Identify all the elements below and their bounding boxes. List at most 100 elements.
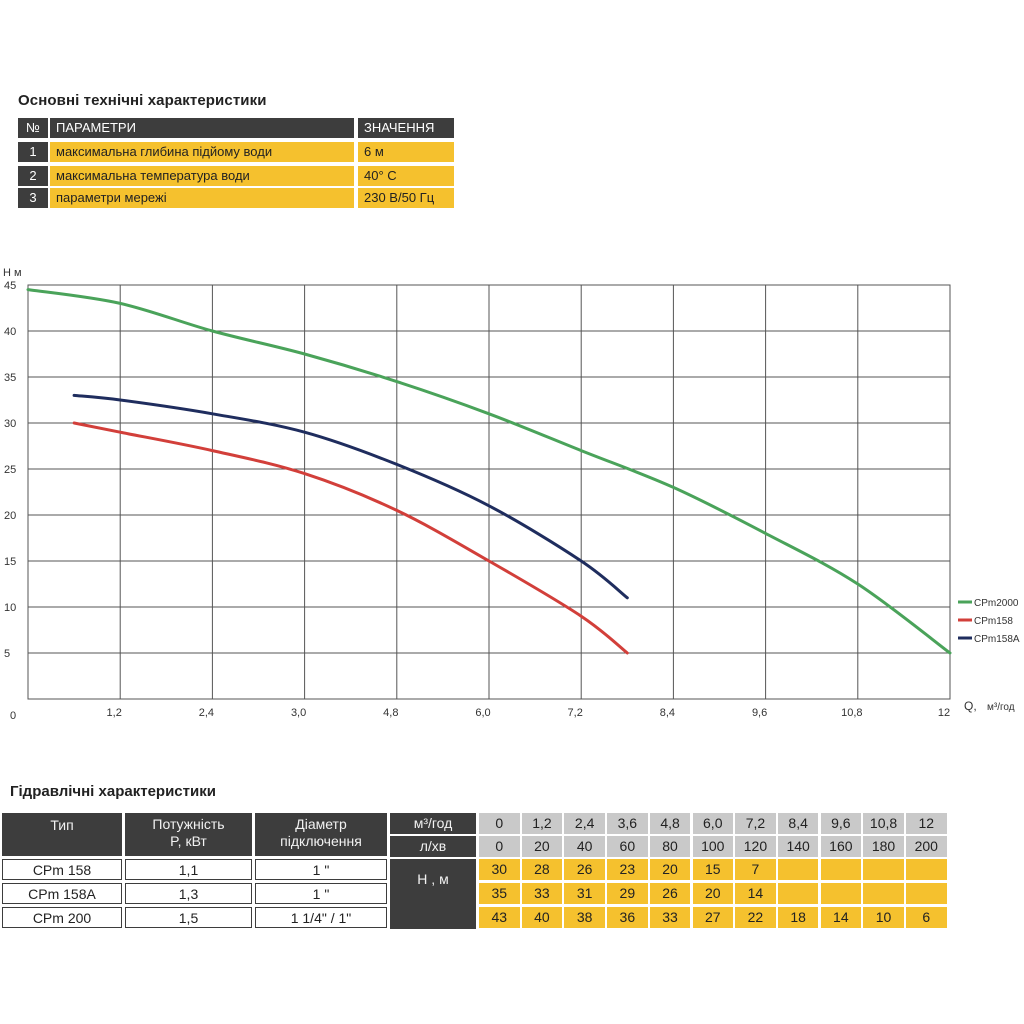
head-value-cell: 29 xyxy=(607,883,648,904)
hyd-unit-head: Н , м xyxy=(390,859,476,929)
x-axis-label: Q, xyxy=(964,699,977,713)
flow-lmin-cell: 160 xyxy=(820,836,862,857)
model-type-cell: CPm 158A xyxy=(2,883,122,904)
head-value-cell: 38 xyxy=(564,907,605,928)
model-diameter-cell: 1 " xyxy=(255,859,387,880)
spec-value: 40° C xyxy=(358,166,454,186)
x-tick-label: 12 xyxy=(938,707,950,719)
spec-table-title: Основні технічні характеристики xyxy=(18,92,267,109)
head-value-cell: 36 xyxy=(607,907,648,928)
chart-legend: CPm2000 CPm158 CPm158A xyxy=(958,598,1020,645)
x-tick-label: 7,2 xyxy=(568,707,583,719)
head-value-cell: 6 xyxy=(906,907,947,928)
flow-lmin-cell: 120 xyxy=(735,836,776,857)
head-value-cell: 14 xyxy=(735,883,776,904)
flow-m3h-cell: 3,6 xyxy=(607,813,648,834)
flow-lmin-cell: 140 xyxy=(777,836,819,857)
head-value-cell: 40 xyxy=(521,907,563,928)
hydraulic-table-title: Гідравлічні характеристики xyxy=(10,783,216,800)
hyd-col-power-line1: Потужність xyxy=(152,816,225,832)
head-value-cell: 20 xyxy=(692,883,733,904)
head-value-cell: 28 xyxy=(521,859,563,880)
head-value-cell: 18 xyxy=(777,907,819,928)
head-value-cell: 22 xyxy=(735,907,776,928)
hyd-unit-lmin: л/хв xyxy=(390,836,476,857)
origin-label: 0 xyxy=(10,710,16,722)
y-tick-label: 10 xyxy=(4,602,16,614)
flow-m3h-cell: 7,2 xyxy=(735,813,776,834)
head-value-cell: 27 xyxy=(692,907,733,928)
flow-m3h-cell: 9,6 xyxy=(820,813,862,834)
hyd-col-power: Потужність P, кВт xyxy=(125,813,252,856)
hyd-unit-m3h: м³/год xyxy=(390,813,476,834)
model-type-cell: CPm 158 xyxy=(2,859,122,880)
y-tick-label: 35 xyxy=(4,372,16,384)
flow-m3h-cell: 2,4 xyxy=(564,813,605,834)
model-type-cell: CPm 200 xyxy=(2,907,122,928)
model-power-cell: 1,3 xyxy=(125,883,252,904)
y-tick-label: 15 xyxy=(4,556,16,568)
x-tick-label: 8,4 xyxy=(660,707,675,719)
head-value-cell: 26 xyxy=(649,883,691,904)
hyd-col-power-line2: P, кВт xyxy=(170,833,207,849)
head-value-cell: 35 xyxy=(479,883,520,904)
spec-value: 6 м xyxy=(358,142,454,162)
head-value-cell: 10 xyxy=(863,907,904,928)
x-tick-label: 10,8 xyxy=(841,707,862,719)
head-value-cell: 7 xyxy=(735,859,776,880)
legend-label: CPm158 xyxy=(974,616,1013,627)
x-tick-label: 1,2 xyxy=(107,707,122,719)
head-value-cell: 43 xyxy=(479,907,520,928)
flow-lmin-cell: 100 xyxy=(692,836,733,857)
chart-grid xyxy=(28,284,950,699)
head-value-cell: 33 xyxy=(649,907,691,928)
x-tick-label: 6,0 xyxy=(475,707,490,719)
x-axis-unit: м³/год xyxy=(987,702,1015,713)
head-value-cell: 30 xyxy=(479,859,520,880)
head-value-cell xyxy=(863,883,904,904)
model-diameter-cell: 1 1/4" / 1" xyxy=(255,907,387,928)
y-tick-label: 25 xyxy=(4,464,16,476)
x-tick-label: 4,8 xyxy=(383,707,398,719)
flow-m3h-cell: 0 xyxy=(479,813,520,834)
x-axis-ticks: 1,2 2,4 3,0 4,8 6,0 7,2 8,4 9,6 10,8 12 xyxy=(107,707,951,719)
flow-m3h-cell: 8,4 xyxy=(777,813,819,834)
flow-lmin-cell: 80 xyxy=(649,836,691,857)
y-tick-label: 20 xyxy=(4,510,16,522)
model-power-cell: 1,1 xyxy=(125,859,252,880)
flow-m3h-cell: 6,0 xyxy=(692,813,733,834)
head-value-cell xyxy=(820,883,862,904)
head-value-cell: 26 xyxy=(564,859,605,880)
plot-frame xyxy=(27,284,951,700)
hyd-col-diam-line2: підключення xyxy=(280,833,362,849)
x-tick-label: 9,6 xyxy=(752,707,767,719)
spec-num: 1 xyxy=(18,142,48,162)
y-tick-label: 30 xyxy=(4,418,16,430)
head-value-cell: 23 xyxy=(607,859,648,880)
head-value-cell xyxy=(777,883,819,904)
spec-param: максимальна глибина підйому води xyxy=(50,142,354,162)
legend-label: CPm158A xyxy=(974,634,1020,645)
flow-m3h-cell: 10,8 xyxy=(863,813,904,834)
spec-header-param: ПАРАМЕТРИ xyxy=(50,118,354,138)
spec-param: параметри мережі xyxy=(50,188,354,208)
model-diameter-cell: 1 " xyxy=(255,883,387,904)
spec-param: максимальна температура води xyxy=(50,166,354,186)
flow-lmin-cell: 0 xyxy=(479,836,520,857)
spec-header-num: № xyxy=(18,118,48,138)
head-value-cell: 15 xyxy=(692,859,733,880)
head-value-cell: 20 xyxy=(649,859,691,880)
spec-header-value: ЗНАЧЕННЯ xyxy=(358,118,454,138)
x-tick-label: 2,4 xyxy=(199,707,214,719)
y-axis-ticks: 45 40 35 30 25 20 15 10 5 xyxy=(4,280,16,660)
head-value-cell: 31 xyxy=(564,883,605,904)
chart-series xyxy=(26,288,952,655)
spec-num: 3 xyxy=(18,188,48,208)
x-tick-label: 3,0 xyxy=(291,707,306,719)
head-value-cell xyxy=(906,859,947,880)
flow-lmin-cell: 200 xyxy=(906,836,947,857)
series-line-cpm2000 xyxy=(26,288,952,655)
flow-m3h-cell: 4,8 xyxy=(649,813,691,834)
head-value-cell xyxy=(820,859,862,880)
hyd-col-diameter: Діаметр підключення xyxy=(255,813,387,856)
